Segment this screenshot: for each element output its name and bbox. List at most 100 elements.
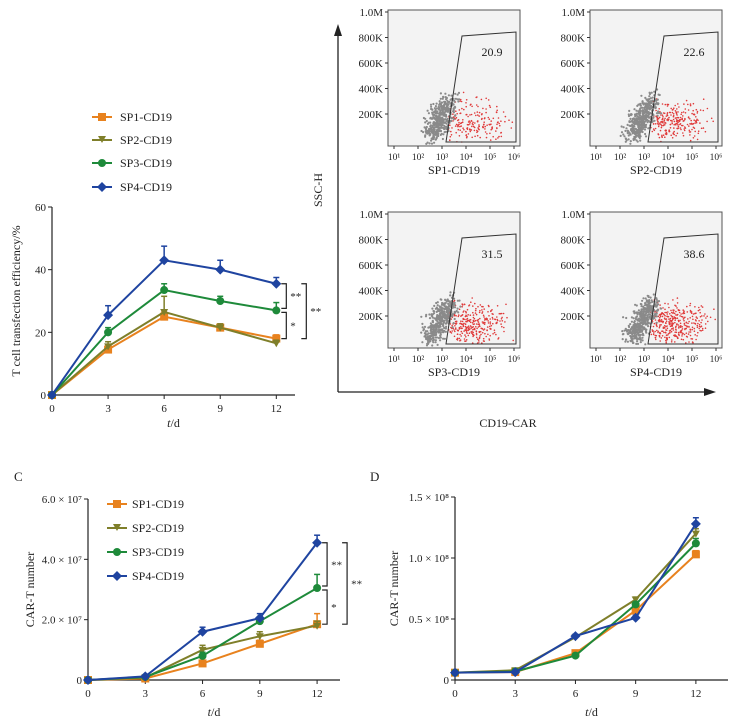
flow-dot-positive xyxy=(673,120,676,123)
flow-gate-value: 20.9 xyxy=(482,45,503,59)
flow-dot-positive xyxy=(697,331,699,334)
data-point xyxy=(104,328,113,337)
flow-dot-negative xyxy=(443,121,446,124)
flow-dot-positive xyxy=(471,105,473,108)
flow-dot-positive xyxy=(486,329,488,331)
flow-dot-negative xyxy=(445,316,448,319)
flow-dot-positive xyxy=(472,323,475,326)
flow-dot-positive xyxy=(667,333,670,335)
flow-dot-positive xyxy=(700,127,703,130)
flow-x-tick-label: 10¹ xyxy=(590,153,603,163)
flow-dot-positive xyxy=(675,328,677,331)
flow-dot-positive xyxy=(669,119,672,122)
flow-dot-negative xyxy=(638,131,641,134)
flow-dot-negative xyxy=(452,103,455,106)
flow-dot-negative xyxy=(645,123,648,126)
series-SP4-CD19 xyxy=(450,516,701,678)
flow-x-tick-label: 10⁵ xyxy=(484,153,497,163)
flow-dot-positive xyxy=(476,320,479,322)
flow-dot-positive xyxy=(482,322,485,325)
flow-dot-positive xyxy=(671,319,673,322)
flow-dot-positive xyxy=(659,325,661,328)
bracket xyxy=(342,542,348,625)
flow-dot-negative xyxy=(632,310,635,313)
flow-dot-positive xyxy=(693,327,696,330)
flow-dot-negative xyxy=(636,342,640,345)
flow-dot-negative xyxy=(629,323,632,326)
flow-dot-positive xyxy=(496,109,499,112)
flow-dot-positive xyxy=(480,113,483,116)
flow-dot-positive xyxy=(659,320,661,322)
flow-dot-positive xyxy=(461,303,464,305)
flow-dot-positive xyxy=(478,111,481,114)
flow-dot-positive xyxy=(471,322,474,324)
data-point xyxy=(570,631,581,642)
flow-dot-positive xyxy=(495,322,498,325)
flow-dot-negative xyxy=(429,124,432,127)
flow-dot-negative xyxy=(435,118,438,121)
flow-dot-positive xyxy=(487,99,490,101)
flow-dot-positive xyxy=(657,117,660,120)
flow-dot-positive xyxy=(495,333,497,336)
flow-dot-positive xyxy=(667,103,670,106)
flow-dot-negative xyxy=(452,107,455,110)
flow-dot-negative xyxy=(432,309,435,313)
data-point xyxy=(272,334,281,343)
flow-dot-positive xyxy=(695,108,698,111)
flow-dot-negative xyxy=(445,305,448,308)
data-point xyxy=(271,278,282,289)
flow-dot-negative xyxy=(442,337,445,340)
flow-dot-positive xyxy=(695,338,697,341)
flow-dot-positive xyxy=(506,316,508,319)
flow-dot-negative xyxy=(641,106,644,109)
flow-dot-positive xyxy=(500,323,502,325)
flow-dot-negative xyxy=(637,123,640,126)
flow-dot-negative xyxy=(437,315,440,318)
flow-dot-negative xyxy=(443,337,446,340)
flow-dot-positive xyxy=(504,321,506,323)
flow-dot-negative xyxy=(448,108,451,111)
data-point xyxy=(197,626,208,637)
flow-dot-positive xyxy=(678,309,681,312)
flow-dot-positive xyxy=(484,131,487,133)
flow-dot-positive xyxy=(671,109,674,111)
flow-dot-positive xyxy=(461,327,463,330)
flow-dot-positive xyxy=(479,317,481,320)
flow-dot-negative xyxy=(634,325,638,328)
flow-dot-positive xyxy=(659,122,661,124)
flow-dot-negative xyxy=(651,96,654,99)
data-point xyxy=(160,308,169,316)
flow-dot-negative xyxy=(642,112,645,115)
flow-dot-negative xyxy=(638,133,641,136)
flow-dot-positive xyxy=(471,136,474,139)
flow-gate xyxy=(445,233,517,345)
flow-dot-positive xyxy=(666,336,668,339)
flow-dot-negative xyxy=(638,319,642,322)
flow-dot-positive xyxy=(485,317,488,320)
flow-dot-negative xyxy=(446,313,449,316)
flow-dot-positive xyxy=(655,109,657,112)
flow-dot-positive xyxy=(684,327,686,330)
flow-dot-positive xyxy=(460,326,462,328)
flow-dot-positive xyxy=(460,335,463,337)
flow-dot-negative xyxy=(646,118,649,121)
flow-dot-positive xyxy=(472,331,475,334)
flow-dot-negative xyxy=(643,313,646,316)
flow-dot-negative xyxy=(435,107,439,110)
panel-letter-c: C xyxy=(14,469,23,484)
flow-dot-negative xyxy=(633,125,636,128)
flow-dot-positive xyxy=(699,315,702,318)
flow-dot-positive xyxy=(465,311,468,314)
flow-y-tick-label: 200K xyxy=(561,311,586,323)
flow-dot-positive xyxy=(666,327,669,330)
flow-dot-positive xyxy=(697,309,700,312)
flow-dot-positive xyxy=(691,341,694,343)
flow-dot-positive xyxy=(475,333,478,336)
flow-dot-positive xyxy=(692,109,694,112)
flow-dot-positive xyxy=(675,113,678,115)
flow-dot-positive xyxy=(671,121,673,123)
flow-dot-positive xyxy=(478,337,481,340)
flow-dot-positive xyxy=(698,320,700,322)
flow-dot-positive xyxy=(701,315,703,317)
flow-dot-positive xyxy=(664,308,666,311)
